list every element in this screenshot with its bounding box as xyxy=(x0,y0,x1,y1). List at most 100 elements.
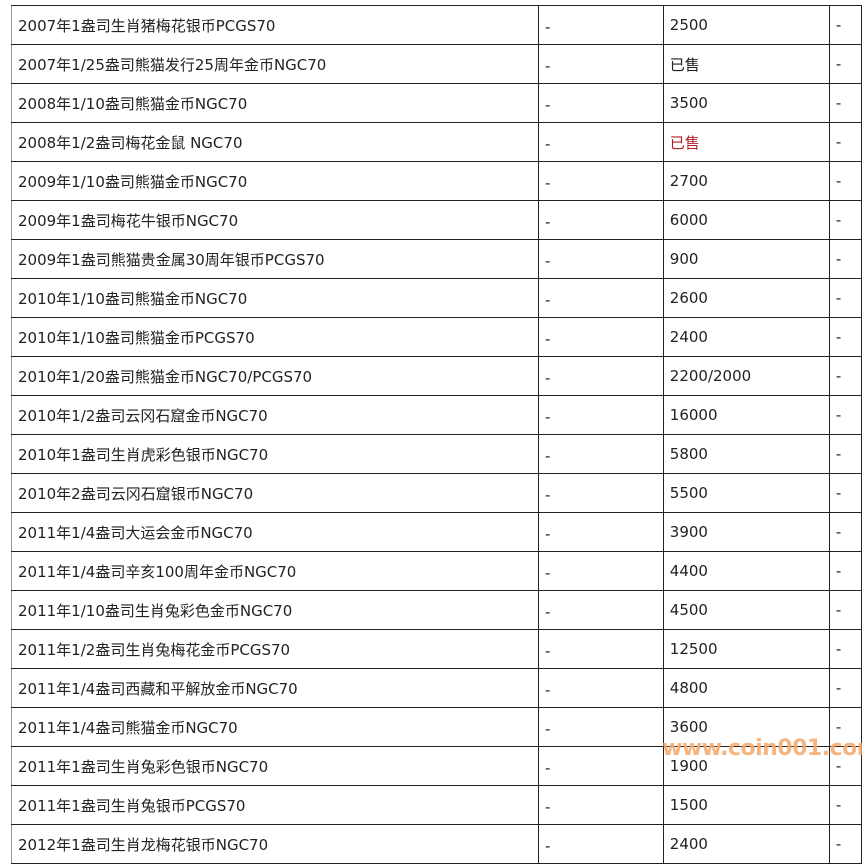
table-row: 2008年1/10盎司熊猫金币NGC70-3500- xyxy=(10,83,862,123)
detail-cell: - xyxy=(538,395,664,435)
extra-cell: - xyxy=(828,668,862,708)
extra-cell: - xyxy=(828,395,862,435)
price-cell: 2400 xyxy=(662,317,830,357)
coin-name-cell: 2008年1/2盎司梅花金鼠 NGC70 xyxy=(10,122,540,162)
coin-name-cell: 2009年1盎司梅花牛银币NGC70 xyxy=(10,200,540,240)
table-row: 2011年1/10盎司生肖兔彩色金币NGC70-4500- xyxy=(10,590,862,630)
detail-cell: - xyxy=(538,824,664,864)
table-row: 2011年1/4盎司辛亥100周年金币NGC70-4400- xyxy=(10,551,862,591)
extra-cell: - xyxy=(828,473,862,513)
coin-name-cell: 2011年1盎司生肖兔彩色银币NGC70 xyxy=(10,746,540,786)
price-cell: 5500 xyxy=(662,473,830,513)
coin-name-cell: 2011年1/4盎司辛亥100周年金币NGC70 xyxy=(10,551,540,591)
extra-cell: - xyxy=(828,356,862,396)
detail-cell: - xyxy=(538,200,664,240)
table-row: 2009年1盎司熊猫贵金属30周年银币PCGS70-900- xyxy=(10,239,862,279)
detail-cell: - xyxy=(538,122,664,162)
price-cell: 2200/2000 xyxy=(662,356,830,396)
watermark: www.coin001.com xyxy=(662,736,862,761)
extra-cell: - xyxy=(828,83,862,123)
detail-cell: - xyxy=(538,551,664,591)
detail-cell: - xyxy=(538,785,664,825)
coin-name-cell: 2009年1/10盎司熊猫金币NGC70 xyxy=(10,161,540,201)
coin-name-cell: 2008年1/10盎司熊猫金币NGC70 xyxy=(10,83,540,123)
detail-cell: - xyxy=(538,512,664,552)
coin-name-cell: 2011年1/10盎司生肖兔彩色金币NGC70 xyxy=(10,590,540,630)
price-cell: 4500 xyxy=(662,590,830,630)
table-row: 2011年1/4盎司大运会金币NGC70-3900- xyxy=(10,512,862,552)
price-cell: 4400 xyxy=(662,551,830,591)
price-cell: 2400 xyxy=(662,824,830,864)
price-cell: 2500 xyxy=(662,5,830,45)
price-cell: 900 xyxy=(662,239,830,279)
price-cell: 5800 xyxy=(662,434,830,474)
extra-cell: - xyxy=(828,707,862,747)
extra-cell: - xyxy=(828,239,862,279)
detail-cell: - xyxy=(538,278,664,318)
detail-cell: - xyxy=(538,590,664,630)
detail-cell: - xyxy=(538,746,664,786)
coin-name-cell: 2012年1盎司生肖龙梅花银币NGC70 xyxy=(10,824,540,864)
coin-name-cell: 2010年2盎司云冈石窟银币NGC70 xyxy=(10,473,540,513)
price-cell: 2700 xyxy=(662,161,830,201)
table-row: 2009年1盎司梅花牛银币NGC70-6000- xyxy=(10,200,862,240)
coin-name-cell: 2011年1/4盎司熊猫金币NGC70 xyxy=(10,707,540,747)
detail-cell: - xyxy=(538,629,664,669)
table-row: 2010年1/10盎司熊猫金币NGC70-2600- xyxy=(10,278,862,318)
coin-name-cell: 2010年1盎司生肖虎彩色银币NGC70 xyxy=(10,434,540,474)
price-cell: 3500 xyxy=(662,83,830,123)
price-cell: 4800 xyxy=(662,668,830,708)
detail-cell: - xyxy=(538,473,664,513)
coin-name-cell: 2010年1/10盎司熊猫金币NGC70 xyxy=(10,278,540,318)
extra-cell: - xyxy=(828,512,862,552)
price-cell: 3900 xyxy=(662,512,830,552)
table-row: 2010年1/20盎司熊猫金币NGC70/PCGS70-2200/2000- xyxy=(10,356,862,396)
table-row: 2010年1/10盎司熊猫金币PCGS70-2400- xyxy=(10,317,862,357)
coin-name-cell: 2009年1盎司熊猫贵金属30周年银币PCGS70 xyxy=(10,239,540,279)
table-row: 2010年2盎司云冈石窟银币NGC70-5500- xyxy=(10,473,862,513)
extra-cell: - xyxy=(828,200,862,240)
coin-name-cell: 2011年1/4盎司西藏和平解放金币NGC70 xyxy=(10,668,540,708)
table-row: 2010年1/2盎司云冈石窟金币NGC70-16000- xyxy=(10,395,862,435)
extra-cell: - xyxy=(828,785,862,825)
table-row: 2007年1盎司生肖猪梅花银币PCGS70-2500- xyxy=(10,5,862,45)
table-row: 2011年1/4盎司熊猫金币NGC70-3600- xyxy=(10,707,862,747)
extra-cell: - xyxy=(828,122,862,162)
table-row: 2012年1盎司生肖龙梅花银币NGC70-2400- xyxy=(10,824,862,864)
extra-cell: - xyxy=(828,278,862,318)
extra-cell: - xyxy=(828,317,862,357)
detail-cell: - xyxy=(538,44,664,84)
coin-name-cell: 2011年1/4盎司大运会金币NGC70 xyxy=(10,512,540,552)
extra-cell: - xyxy=(828,44,862,84)
extra-cell: - xyxy=(828,161,862,201)
table-row: 2009年1/10盎司熊猫金币NGC70-2700- xyxy=(10,161,862,201)
table-row: 2010年1盎司生肖虎彩色银币NGC70-5800- xyxy=(10,434,862,474)
table-row: 2011年1/4盎司西藏和平解放金币NGC70-4800- xyxy=(10,668,862,708)
extra-cell: - xyxy=(828,5,862,45)
coin-name-cell: 2010年1/20盎司熊猫金币NGC70/PCGS70 xyxy=(10,356,540,396)
coin-name-cell: 2010年1/10盎司熊猫金币PCGS70 xyxy=(10,317,540,357)
detail-cell: - xyxy=(538,356,664,396)
price-cell: 已售 xyxy=(662,122,830,162)
detail-cell: - xyxy=(538,239,664,279)
detail-cell: - xyxy=(538,5,664,45)
detail-cell: - xyxy=(538,161,664,201)
extra-cell: - xyxy=(828,824,862,864)
coin-name-cell: 2011年1盎司生肖兔银币PCGS70 xyxy=(10,785,540,825)
table-row: 2011年1/2盎司生肖兔梅花金币PCGS70-12500- xyxy=(10,629,862,669)
coin-name-cell: 2007年1盎司生肖猪梅花银币PCGS70 xyxy=(10,5,540,45)
price-cell: 6000 xyxy=(662,200,830,240)
coin-name-cell: 2010年1/2盎司云冈石窟金币NGC70 xyxy=(10,395,540,435)
price-cell: 2600 xyxy=(662,278,830,318)
price-cell: 1500 xyxy=(662,785,830,825)
detail-cell: - xyxy=(538,83,664,123)
coin-name-cell: 2007年1/25盎司熊猫发行25周年金币NGC70 xyxy=(10,44,540,84)
extra-cell: - xyxy=(828,434,862,474)
extra-cell: - xyxy=(828,590,862,630)
price-cell: 已售 xyxy=(662,44,830,84)
extra-cell: - xyxy=(828,551,862,591)
price-cell: 12500 xyxy=(662,629,830,669)
detail-cell: - xyxy=(538,317,664,357)
price-cell: 16000 xyxy=(662,395,830,435)
detail-cell: - xyxy=(538,707,664,747)
